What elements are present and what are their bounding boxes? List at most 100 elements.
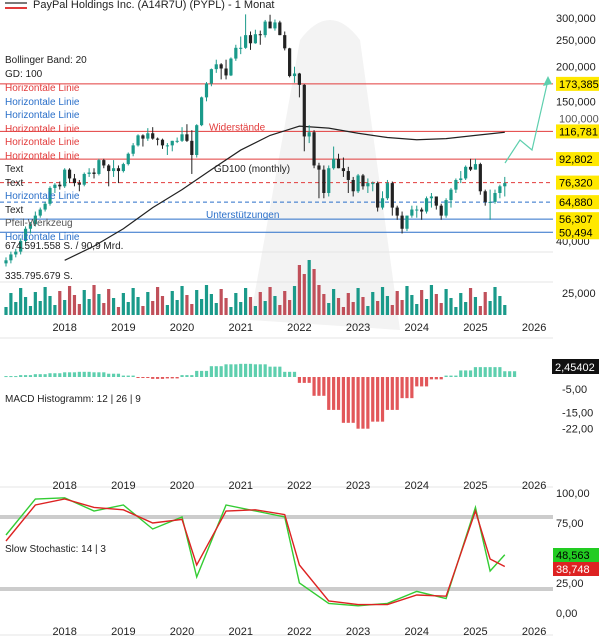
drawing-tool-item[interactable]: Horizontale Linie xyxy=(5,83,80,94)
macd-axis-tick: -22,00 xyxy=(562,424,593,436)
volume-bar xyxy=(322,294,326,315)
volume-bar xyxy=(136,297,140,315)
volume-bar xyxy=(410,295,414,315)
volume-bar xyxy=(209,294,213,315)
resistance-annotation: Widerstände xyxy=(209,122,266,133)
candle-body xyxy=(454,179,458,190)
macd-bar xyxy=(395,377,399,410)
candle-body xyxy=(97,160,101,174)
volume-label-b: 335.795.679 S. xyxy=(5,271,73,282)
macd-bar xyxy=(126,375,130,377)
year-axis-label: 2026 xyxy=(522,322,546,334)
candle-body xyxy=(420,209,424,212)
year-axis-label: 2021 xyxy=(228,626,252,638)
macd-bar xyxy=(185,375,189,377)
volume-bar xyxy=(195,290,199,315)
drawing-tool-item[interactable]: Horizontale Linie xyxy=(5,137,80,148)
volume-bar xyxy=(155,287,160,315)
drawing-tool-item[interactable]: Horizontale Linie xyxy=(5,96,80,108)
macd-bar xyxy=(346,377,350,423)
candle-body xyxy=(283,35,287,49)
drawing-tool-item[interactable]: Text xyxy=(5,204,24,216)
volume-bar xyxy=(488,301,492,315)
macd-bar xyxy=(390,377,394,410)
price-tag-label: 50,494 xyxy=(559,227,593,239)
volume-bar xyxy=(351,302,355,315)
stoch-d-tag xyxy=(553,562,599,576)
year-axis-label: 2018 xyxy=(52,322,76,334)
macd-bar xyxy=(449,375,453,377)
year-axis-label: 2018 xyxy=(52,626,76,638)
year-axis-label: 2023 xyxy=(346,322,370,334)
macd-bar xyxy=(107,373,111,377)
volume-bar xyxy=(297,265,301,315)
macd-bar xyxy=(429,377,434,380)
macd-bar xyxy=(459,370,463,377)
price-tag xyxy=(556,124,599,139)
stoch-axis-tick: 25,00 xyxy=(556,578,584,590)
macd-bar xyxy=(53,373,57,377)
price-tag-label: 64,880 xyxy=(559,197,593,209)
drawing-tool-item[interactable]: Horizontale Linie xyxy=(5,150,80,162)
volume-bar xyxy=(43,287,47,315)
chart-title-row: PayPal Holdings Inc. (A14R7U) (PYPL) - 1… xyxy=(5,0,275,11)
candle-body xyxy=(82,173,86,185)
candle-body xyxy=(356,175,360,192)
macd-bar xyxy=(493,367,497,377)
drawing-tool-item[interactable]: Text xyxy=(5,164,24,175)
candle-body xyxy=(341,168,346,172)
candle-body xyxy=(258,34,262,36)
volume-bar xyxy=(67,286,72,315)
volume-bar xyxy=(429,285,434,315)
volume-bar xyxy=(102,303,106,315)
candle-body xyxy=(175,140,179,142)
gd-label: GD: 100 xyxy=(5,69,43,80)
year-axis-label: 2023 xyxy=(346,480,370,492)
volume-bar xyxy=(165,305,169,315)
candle-body xyxy=(263,21,267,36)
candle-body xyxy=(253,34,257,44)
price-tag xyxy=(556,76,599,91)
macd-bar xyxy=(180,375,184,377)
candle-body xyxy=(444,200,448,216)
volume-bar xyxy=(390,305,394,315)
price-tag xyxy=(556,212,599,227)
candle-body xyxy=(67,169,72,179)
volume-bar xyxy=(503,305,507,315)
year-axis-label: 2019 xyxy=(111,480,135,492)
drawing-tool-item[interactable]: Horizontale Linie xyxy=(5,231,80,243)
macd-bar xyxy=(92,372,96,377)
macd-bar xyxy=(498,367,502,377)
macd-bar xyxy=(160,377,165,379)
macd-bar xyxy=(336,377,341,410)
candle-body xyxy=(464,166,468,179)
macd-last-tag xyxy=(552,359,599,374)
candle-body xyxy=(273,22,277,29)
candle-body xyxy=(239,47,243,49)
drawing-tool-item[interactable]: Pfeil-Werkzeug xyxy=(5,218,73,229)
macd-bar xyxy=(121,375,125,377)
volume-bar xyxy=(405,286,409,315)
volume-bar xyxy=(224,298,228,315)
year-axis-label: 2022 xyxy=(287,626,311,638)
price-tag xyxy=(556,152,599,167)
drawing-tool-item[interactable]: Horizontale Linie xyxy=(5,110,80,121)
legend-swatch-icon xyxy=(5,1,27,9)
volume-bar xyxy=(376,301,380,315)
macd-axis-tick: -15,00 xyxy=(562,407,593,419)
drawing-tool-item[interactable]: Horizontale Linie xyxy=(5,123,80,135)
macd-last-label: 2,45402 xyxy=(555,362,595,374)
year-axis-label: 2022 xyxy=(287,480,311,492)
volume-bar xyxy=(468,288,473,315)
drawing-tool-item[interactable]: Text xyxy=(5,177,24,189)
volume-bar xyxy=(454,307,458,315)
volume-bar xyxy=(214,303,218,315)
macd-bar xyxy=(410,377,414,399)
macd-bar xyxy=(508,371,512,377)
drawing-tool-item[interactable]: Horizontale Linie xyxy=(5,191,80,202)
macd-bar xyxy=(263,364,267,377)
candle-body xyxy=(141,135,145,139)
candle-body xyxy=(503,183,507,187)
volume-bar xyxy=(415,304,419,315)
